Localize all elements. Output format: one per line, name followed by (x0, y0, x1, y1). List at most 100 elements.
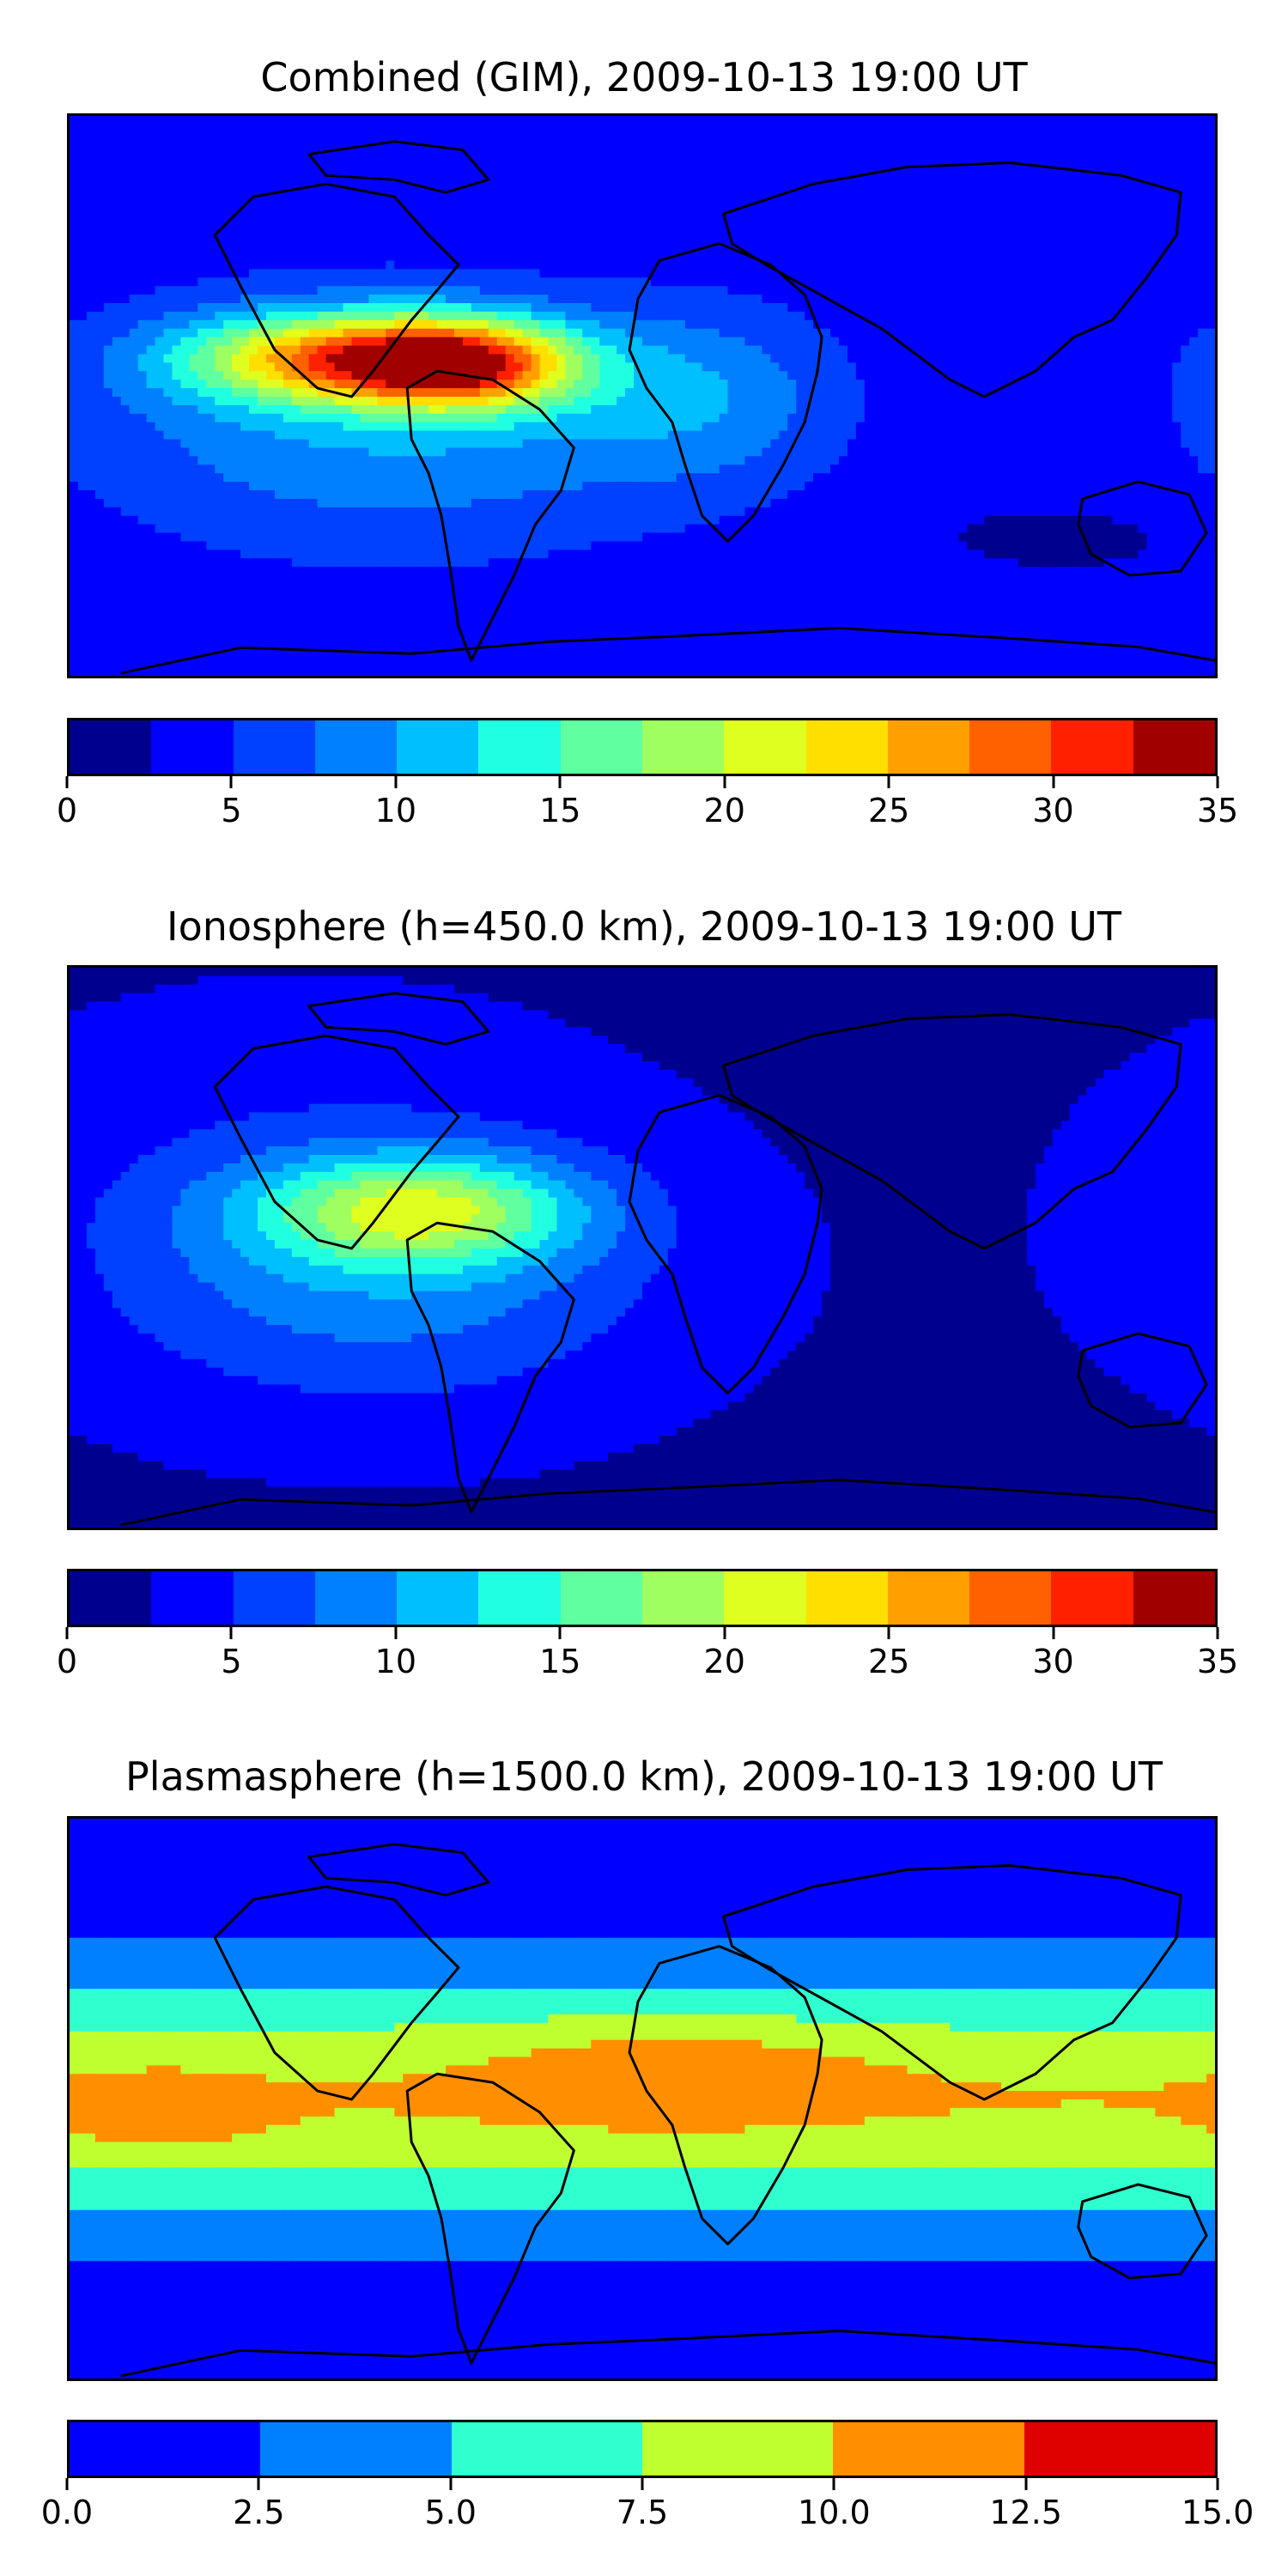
colorbar-tick (558, 1627, 562, 1639)
colorbar-segment (560, 1571, 642, 1625)
colorbar-segment (1051, 1571, 1133, 1625)
map-combined (67, 113, 1218, 678)
coastline (722, 1013, 1182, 1250)
colorbar-segment (70, 2422, 261, 2476)
coastline (213, 1034, 460, 1250)
coastline (628, 1094, 823, 1394)
colorbar-ionosphere (67, 1569, 1218, 1627)
colorbar-tick (394, 776, 398, 788)
colorbar-segment (641, 2422, 834, 2476)
colorbar-segment (397, 1571, 479, 1625)
colorbar-segment (724, 720, 806, 774)
colorbar-tick (65, 776, 69, 788)
colorbar-ticks-plasmasphere: 0.0 2.5 5.0 7.5 10.0 12.5 15.0 (41, 2478, 1254, 2531)
colorbar-combined (67, 718, 1218, 776)
colorbar-tick (229, 1627, 233, 1639)
colorbar-tick-label: 20 (704, 792, 745, 829)
colorbar-segment (151, 720, 234, 774)
colorbar-segment (641, 1571, 725, 1625)
colorbar-segment (1133, 1571, 1215, 1625)
colorbar-segment (151, 1571, 234, 1625)
colorbar-tick-label: 0 (57, 792, 77, 829)
map-plasmasphere (67, 1816, 1218, 2381)
coastline (628, 242, 823, 543)
coastline (405, 1221, 575, 1514)
colorbar-segment (260, 2422, 452, 2476)
colorbar-tick (887, 776, 890, 788)
colorbar-ticks-ionosphere: 0 5 10 15 20 25 30 35 (57, 1627, 1238, 1680)
colorbar-tick-label: 5.0 (424, 2494, 476, 2531)
colorbar-tick-label: 0.0 (41, 2494, 93, 2531)
map-title-ionosphere: Ionosphere (h=450.0 km), 2009-10-13 19:0… (0, 902, 1288, 951)
coastline (405, 369, 575, 662)
coastline (120, 627, 1215, 675)
colorbar-segment (641, 720, 725, 774)
colorbar-tick-label: 10 (375, 1643, 416, 1680)
colorbar-tick-label: 0 (57, 1643, 77, 1680)
colorbar-tick (723, 1627, 726, 1639)
colorbar-segment (969, 720, 1052, 774)
colorbar-tick-label: 12.5 (989, 2494, 1062, 2531)
colorbar-segment (478, 1571, 561, 1625)
colorbar-tick-label: 30 (1032, 1643, 1073, 1680)
colorbar-tick (394, 1627, 398, 1639)
colorbar-segment (560, 720, 642, 774)
colorbar-tick-label: 10.0 (798, 2494, 871, 2531)
colorbar-segment (805, 1571, 888, 1625)
map-ionosphere (67, 965, 1218, 1530)
colorbar-segment (887, 1571, 970, 1625)
colorbar-segment (1133, 720, 1215, 774)
colorbar-tick-label: 25 (868, 1643, 909, 1680)
colorbar-tick (1216, 776, 1219, 788)
colorbar-segment (70, 1571, 152, 1625)
colorbar-segment (1024, 2422, 1215, 2476)
colorbar-tick-label: 5 (221, 792, 241, 829)
colorbar-tick-label: 10 (375, 792, 416, 829)
colorbar-tick-label: 35 (1197, 1643, 1238, 1680)
colorbar-tick-label: 2.5 (233, 2494, 284, 2531)
colorbar-tick (257, 2478, 260, 2490)
colorbar-tick-label: 35 (1197, 792, 1238, 829)
colorbar-tick (832, 2478, 835, 2490)
colorbar-tick (1052, 776, 1055, 788)
colorbar-tick (229, 776, 233, 788)
colorbar-plasmasphere (67, 2420, 1218, 2478)
coastline (307, 1843, 490, 1897)
colorbar-tick-label: 25 (868, 792, 909, 829)
map-title-combined: Combined (GIM), 2009-10-13 19:00 UT (0, 53, 1288, 101)
coastline (628, 1945, 823, 2245)
colorbar-segment (314, 1571, 398, 1625)
colorbar-segment (887, 720, 970, 774)
colorbar-tick (558, 776, 562, 788)
colorbar-segment (70, 720, 152, 774)
colorbar-tick (1024, 2478, 1028, 2490)
colorbar-tick (723, 776, 726, 788)
colorbar-segment (451, 2422, 642, 2476)
colorbar-tick-label: 15 (539, 792, 580, 829)
colorbar-tick (1216, 2478, 1219, 2490)
colorbar-segment (724, 1571, 806, 1625)
colorbar-tick (1216, 1627, 1219, 1639)
coastline (722, 1864, 1182, 2101)
coastline (120, 1479, 1215, 1527)
map-svg-combined (70, 116, 1215, 676)
colorbar-tick (449, 2478, 453, 2490)
colorbar-segment (233, 720, 315, 774)
colorbar-segment (478, 720, 561, 774)
coastline (1077, 1332, 1208, 1429)
colorbar-tick (887, 1627, 890, 1639)
colorbar-tick-label: 15 (539, 1643, 580, 1680)
colorbar-tick (1052, 1627, 1055, 1639)
coastline (1077, 2183, 1208, 2280)
colorbar-tick (65, 1627, 69, 1639)
coastline (120, 2330, 1215, 2378)
colorbar-tick-label: 30 (1032, 792, 1073, 829)
map-svg-ionosphere (70, 968, 1215, 1528)
colorbar-tick (65, 2478, 69, 2490)
coastline (722, 161, 1182, 398)
coastline (1077, 480, 1208, 577)
colorbar-segment (314, 720, 398, 774)
colorbar-segment (233, 1571, 315, 1625)
coastline (405, 2072, 575, 2365)
map-svg-plasmasphere (70, 1819, 1215, 2379)
